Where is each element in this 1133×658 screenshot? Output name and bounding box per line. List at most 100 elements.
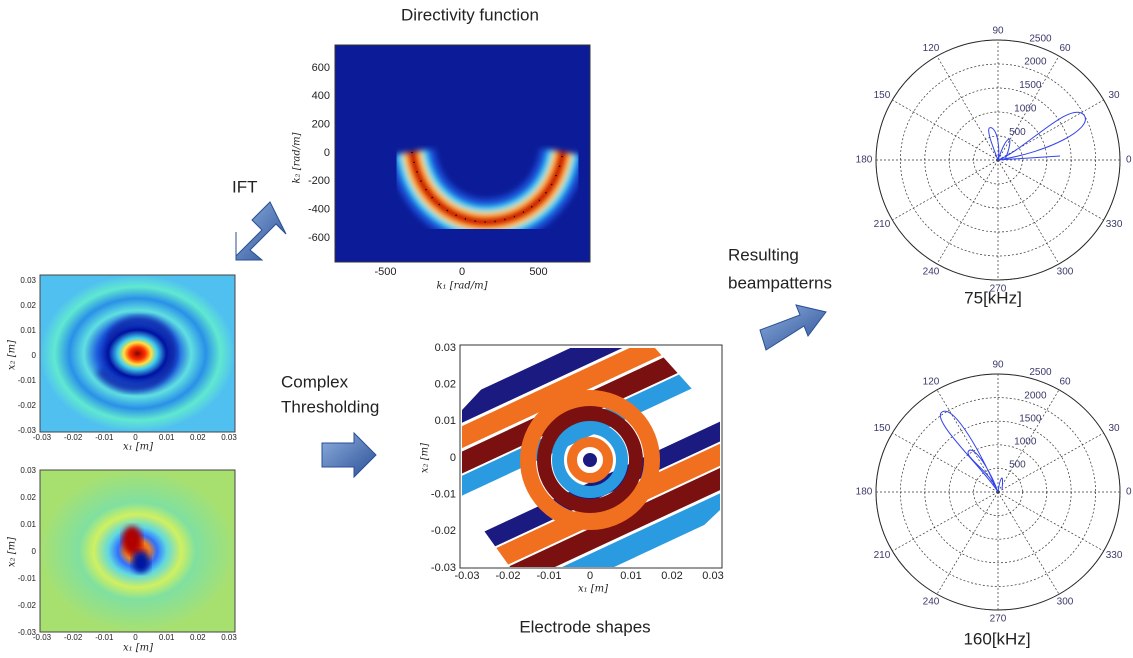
angular-grid	[936, 55, 999, 161]
radial-tick-label: 500	[1009, 460, 1026, 471]
radial-tick-label: 1000	[1014, 104, 1037, 115]
x-tick-label: 0	[133, 633, 138, 642]
angle-tick-label: 210	[874, 219, 891, 230]
x-tick-label: -0.02	[495, 570, 520, 582]
x-tick-label: 0.03	[221, 433, 237, 442]
plot-frame	[334, 44, 591, 263]
angle-tick-label: 120	[923, 377, 940, 388]
angle-tick-label: 330	[1106, 219, 1123, 230]
angular-grid	[997, 159, 1060, 265]
y-tick-label: -400	[308, 204, 330, 216]
heatmap	[40, 275, 235, 432]
x-tick-label: 0	[459, 266, 465, 278]
x-axis-label: k₁ [rad/m]	[436, 281, 487, 292]
angle-tick-label: 0	[1126, 155, 1132, 166]
y-axis-label: x₂ [m]	[420, 443, 431, 473]
angle-tick-label: 30	[1108, 90, 1120, 101]
caption: 160[kHz]	[963, 629, 1030, 648]
title: Directivity function	[401, 5, 539, 24]
x-tick-label: -0.01	[95, 433, 114, 442]
x-tick-label: -0.02	[64, 433, 83, 442]
x-tick-label: 0.01	[159, 633, 175, 642]
electrode-plot	[459, 344, 723, 569]
y-tick-label: 0.01	[20, 520, 36, 529]
x-tick-label: -0.01	[95, 633, 114, 642]
plot-frame	[39, 274, 236, 433]
y-tick-label: 0.03	[20, 466, 36, 475]
angle-tick-label: 120	[923, 43, 940, 54]
y-tick-label: 200	[312, 119, 330, 131]
y-tick-label: 600	[312, 62, 330, 74]
x-tick-label: 0.02	[190, 633, 206, 642]
x-tick-label: -0.03	[454, 570, 479, 582]
caption: 75[kHz]	[964, 288, 1022, 307]
x-axis-label: x₁ [m]	[578, 584, 608, 595]
y-tick-label: -0.01	[18, 574, 37, 583]
angular-grid	[997, 159, 1104, 221]
x-tick-label: -0.03	[33, 433, 52, 442]
x-tick-label: 0.03	[702, 570, 723, 582]
y-tick-label: -0.03	[18, 628, 37, 637]
x-tick-label: 0.02	[190, 433, 206, 442]
y-axis-label: k₂ [rad/m]	[292, 132, 303, 183]
angular-grid	[892, 432, 999, 493]
x-tick-label: -0.02	[64, 633, 83, 642]
angular-grid	[997, 55, 1060, 161]
radial-tick-label: 2500	[1029, 33, 1052, 44]
x-tick-label: -500	[374, 266, 396, 278]
angular-grid	[892, 491, 999, 552]
x-tick-label: -0.01	[536, 570, 561, 582]
caption: Electrode shapes	[519, 617, 650, 636]
angular-grid	[936, 159, 999, 265]
beam-pattern	[988, 111, 1086, 162]
thresholding-label: Thresholding	[281, 397, 379, 416]
angle-tick-label: 210	[874, 550, 891, 561]
y-tick-label: 0.02	[20, 301, 36, 310]
angle-tick-label: 60	[1059, 43, 1071, 54]
angle-tick-label: 240	[923, 266, 940, 277]
y-axis-label: x₂ [m]	[7, 340, 18, 370]
angle-tick-label: 300	[1057, 597, 1074, 608]
beampattern-label: beampatterns	[728, 273, 832, 292]
x-tick-label: 0	[133, 433, 138, 442]
beam-pattern	[939, 410, 1003, 493]
electrode-pattern	[462, 348, 720, 567]
x-axis-label: x₁ [m]	[123, 643, 153, 654]
angle-tick-label: 0	[1126, 487, 1132, 498]
radial-tick-label: 500	[1009, 127, 1026, 138]
y-tick-label: 0	[32, 351, 37, 360]
arrow	[759, 304, 827, 351]
directivity-plot	[334, 44, 591, 263]
y-tick-label: -0.03	[431, 562, 456, 574]
field-plot	[39, 469, 236, 633]
y-tick-label: -0.01	[431, 489, 456, 501]
y-tick-label: 0.02	[435, 379, 456, 391]
angle-tick-label: 240	[923, 597, 940, 608]
radial-tick-label: 1000	[1014, 436, 1037, 447]
angle-tick-label: 60	[1059, 377, 1071, 388]
polar-plots: 9060300330300270240210180150120500100015…	[856, 26, 1132, 625]
radial-tick-label: 2000	[1024, 390, 1047, 401]
field-plot	[39, 274, 236, 433]
arrow	[321, 431, 377, 479]
y-tick-label: -0.02	[431, 525, 456, 537]
angle-tick-label: 180	[856, 155, 873, 166]
arrow	[235, 201, 287, 261]
y-tick-label: -0.02	[18, 601, 37, 610]
angle-tick-label: 270	[990, 284, 1007, 295]
ift-label: IFT	[232, 177, 258, 196]
thresholding-label: Complex	[281, 372, 349, 391]
radial-tick-label: 2500	[1029, 367, 1052, 378]
angular-grid	[997, 432, 1104, 493]
x-tick-label: 0.02	[661, 570, 682, 582]
y-tick-label: 0.02	[20, 493, 36, 502]
y-tick-label: 0.01	[20, 326, 36, 335]
y-tick-label: 0.01	[435, 415, 456, 427]
x-tick-label: 0.03	[221, 633, 237, 642]
x-tick-label: 0	[587, 570, 593, 582]
angle-tick-label: 150	[874, 90, 891, 101]
y-tick-label: 0	[450, 452, 456, 464]
angle-tick-label: 30	[1108, 423, 1120, 434]
x-tick-label: 500	[529, 266, 547, 278]
